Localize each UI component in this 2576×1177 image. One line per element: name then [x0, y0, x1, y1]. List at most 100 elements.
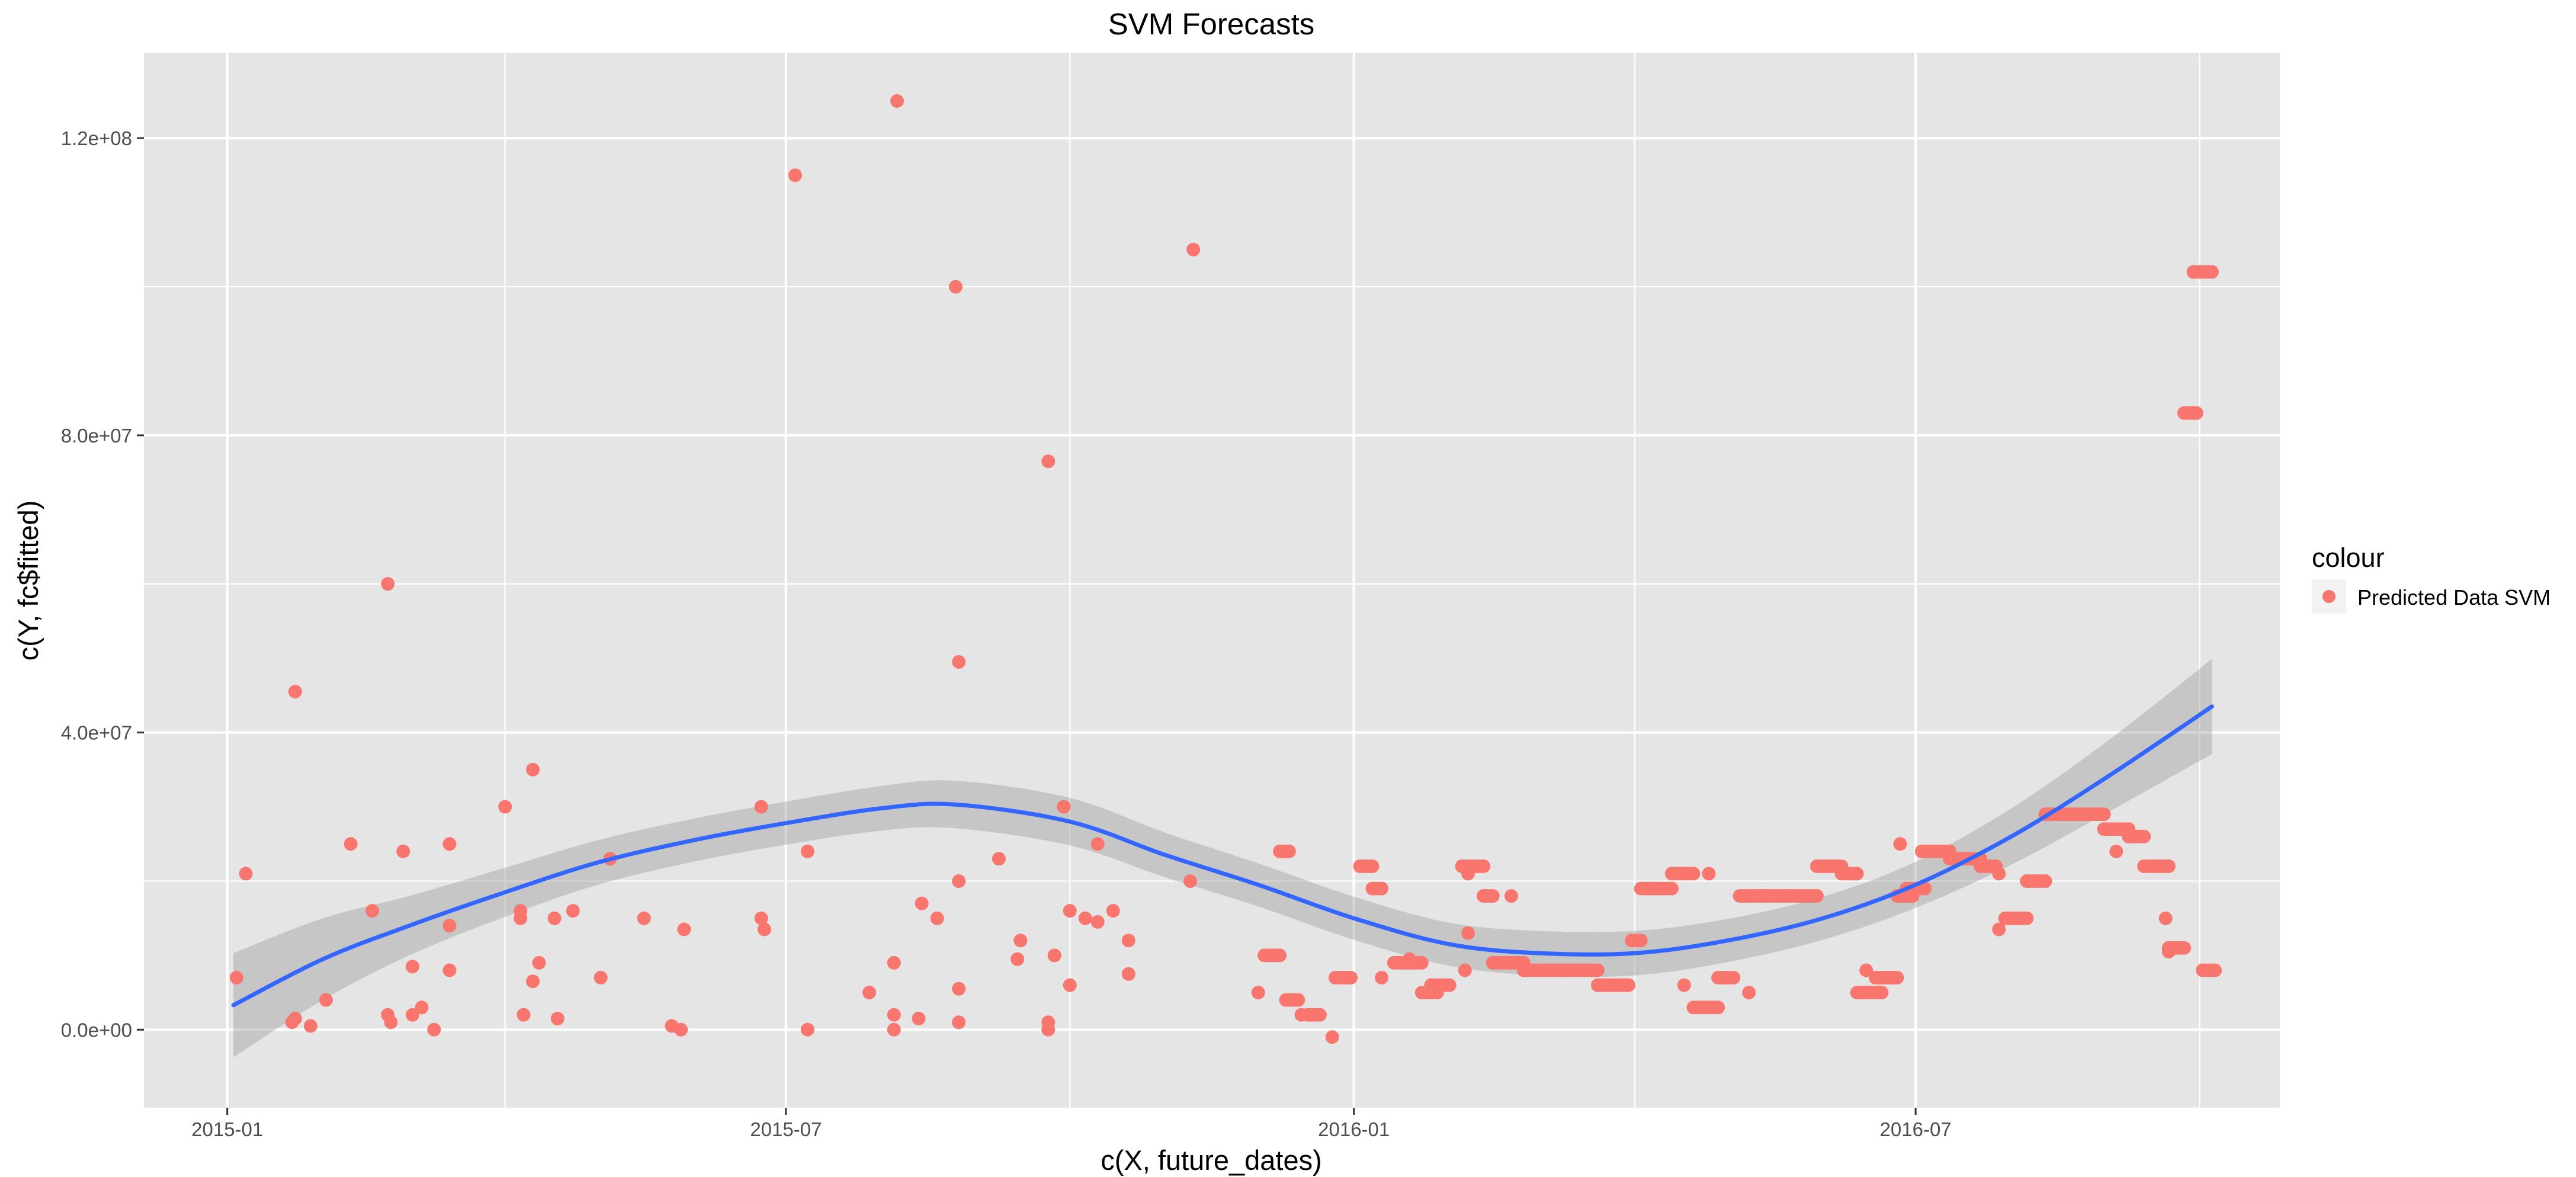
data-point: [526, 762, 540, 777]
data-point: [319, 993, 333, 1007]
data-point: [498, 800, 512, 814]
data-point: [1677, 978, 1691, 992]
confidence-band-area: [233, 659, 2212, 1057]
data-point: [288, 1012, 302, 1025]
data-point: [1063, 904, 1077, 918]
data-point: [532, 955, 546, 970]
data-point: [303, 1019, 317, 1033]
data-point: [1186, 242, 1201, 256]
data-point: [1622, 978, 1635, 992]
data-point: [1047, 948, 1061, 963]
loess-confidence-band: [233, 659, 2212, 1057]
data-points: [229, 94, 2222, 1044]
data-point: [365, 904, 380, 918]
data-point: [930, 911, 944, 925]
data-point: [1850, 867, 1864, 881]
data-point: [415, 1000, 429, 1015]
data-point: [2158, 911, 2173, 925]
y-tick-label: 0.0e+00: [61, 1019, 132, 1041]
data-point: [1057, 800, 1071, 814]
plot-panel: [144, 53, 2280, 1108]
data-point: [1344, 971, 1358, 984]
data-point: [1742, 986, 1756, 1000]
data-point: [1325, 1030, 1339, 1044]
data-point: [344, 837, 358, 851]
data-point: [1090, 915, 1105, 929]
data-point: [887, 1022, 901, 1037]
data-point: [1041, 454, 1056, 469]
legend-label: Predicted Data SVM: [2357, 585, 2551, 610]
y-tick-label: 8.0e+07: [61, 425, 132, 447]
data-point: [1634, 934, 1648, 948]
data-point: [2205, 265, 2219, 279]
data-point: [517, 1008, 531, 1022]
x-axis-title: c(X, future_dates): [1101, 1144, 1322, 1176]
data-point: [526, 974, 540, 989]
data-point: [1010, 952, 1025, 966]
data-point: [1664, 881, 1679, 896]
loess-smooth-line: [231, 704, 2214, 1008]
data-point: [1090, 837, 1105, 851]
data-point: [239, 867, 253, 881]
data-point: [2161, 859, 2176, 873]
data-point: [427, 1022, 441, 1037]
data-point: [1183, 874, 1197, 888]
legend-key-point: [2322, 590, 2336, 603]
data-point: [514, 911, 528, 925]
data-point: [890, 94, 904, 108]
data-point: [2109, 844, 2123, 858]
data-point: [677, 922, 691, 937]
data-point: [952, 874, 966, 888]
minor-gridlines: [144, 53, 2280, 1108]
data-point: [1477, 859, 1491, 873]
y-tick-label: 1.2e+08: [61, 127, 132, 149]
data-point: [1486, 889, 1500, 903]
x-tick-label: 2016-07: [1880, 1118, 1952, 1140]
data-point: [1461, 926, 1475, 940]
data-point: [1375, 971, 1389, 984]
data-point: [757, 922, 771, 937]
x-axis: 2015-01 2015-07 2016-01 2016-07: [191, 1108, 1952, 1140]
data-point: [1121, 967, 1135, 981]
data-point: [550, 1012, 564, 1025]
data-point: [442, 963, 457, 977]
data-point: [2208, 963, 2222, 977]
data-point: [862, 986, 877, 1000]
legend: colour Predicted Data SVM: [2312, 543, 2551, 614]
data-point: [1989, 859, 2003, 873]
y-tick-label: 4.0e+07: [61, 722, 132, 744]
data-point: [1918, 881, 1932, 896]
data-point: [952, 982, 966, 996]
data-point: [1078, 911, 1092, 925]
data-point: [442, 919, 457, 933]
data-point: [788, 168, 802, 182]
data-point: [915, 896, 929, 910]
data-point: [952, 655, 966, 669]
data-point: [2038, 874, 2052, 888]
data-point: [912, 1012, 926, 1025]
data-point: [2137, 829, 2151, 844]
data-point: [674, 1022, 688, 1037]
data-point: [1414, 955, 1429, 970]
data-point: [1313, 1008, 1327, 1022]
data-point: [2189, 406, 2203, 420]
data-point: [1041, 1022, 1056, 1037]
data-point: [800, 1022, 814, 1037]
data-point: [1013, 934, 1028, 948]
data-point: [754, 800, 768, 814]
data-point: [1890, 971, 1904, 984]
data-point: [1590, 963, 1605, 977]
data-point: [396, 844, 410, 858]
data-point: [1810, 889, 1824, 903]
data-point: [637, 911, 651, 925]
data-point: [594, 971, 608, 984]
data-point: [405, 1008, 419, 1022]
data-point: [2177, 941, 2191, 955]
data-point: [1686, 867, 1701, 881]
data-point: [800, 844, 814, 858]
data-point: [1992, 922, 2006, 937]
data-point: [229, 971, 243, 984]
data-point: [949, 280, 963, 294]
data-point: [1251, 986, 1265, 1000]
data-point: [1859, 963, 1874, 977]
